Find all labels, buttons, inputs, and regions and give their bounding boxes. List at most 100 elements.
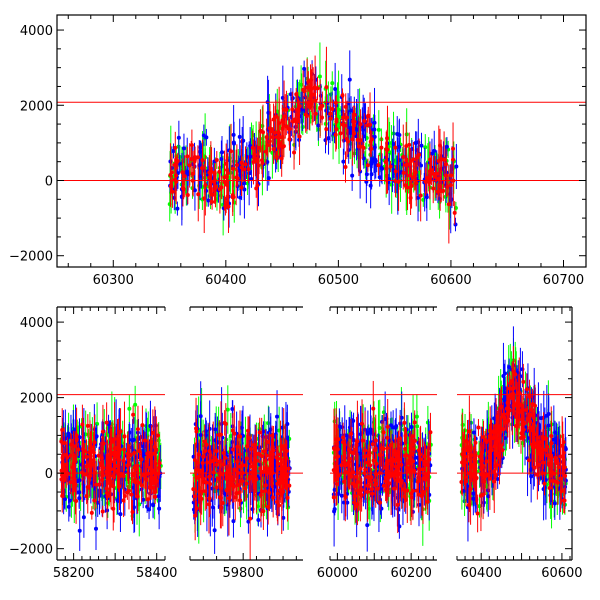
data-point — [141, 444, 146, 449]
data-point — [267, 126, 272, 131]
data-point — [266, 110, 271, 115]
data-point — [390, 457, 395, 462]
data-point — [436, 158, 441, 163]
data-point — [234, 163, 239, 168]
data-point — [241, 138, 246, 143]
data-point — [132, 450, 137, 455]
data-point — [196, 192, 201, 197]
data-point — [66, 504, 71, 509]
data-point — [405, 488, 410, 493]
data-point — [285, 422, 290, 427]
data-point — [373, 448, 378, 453]
data-point — [81, 515, 86, 520]
data-point — [365, 523, 370, 528]
data-point — [407, 142, 412, 147]
data-point — [258, 493, 263, 498]
data-point — [278, 452, 283, 457]
data-point — [217, 432, 222, 437]
data-point — [358, 491, 363, 496]
data-point — [257, 430, 262, 435]
data-point — [220, 150, 225, 155]
data-point — [91, 462, 96, 467]
data-point — [411, 175, 416, 180]
data-point — [271, 146, 276, 151]
data-point — [232, 431, 237, 436]
data-point — [97, 482, 102, 487]
data-point — [338, 131, 343, 136]
data-point — [118, 429, 123, 434]
data-point — [60, 493, 65, 498]
data-point — [277, 503, 282, 508]
data-point — [254, 186, 259, 191]
data-point — [153, 494, 158, 499]
data-point — [196, 474, 201, 479]
data-point — [340, 425, 345, 430]
data-point — [409, 491, 414, 496]
data-point — [256, 451, 261, 456]
data-point — [414, 488, 419, 493]
data-point — [168, 173, 173, 178]
data-point — [313, 111, 318, 116]
data-point — [372, 120, 377, 125]
data-point — [122, 434, 127, 439]
data-point — [59, 468, 64, 473]
data-point — [231, 166, 236, 171]
data-point — [420, 467, 425, 472]
y-tick-label: 0 — [45, 174, 53, 189]
data-point — [108, 437, 113, 442]
data-point — [208, 185, 213, 190]
data-point — [152, 451, 157, 456]
data-point — [379, 145, 384, 150]
data-point — [131, 471, 136, 476]
data-point — [261, 429, 266, 434]
data-point — [248, 459, 253, 464]
data-point — [256, 163, 261, 168]
data-point — [316, 123, 321, 128]
data-point — [368, 183, 373, 188]
data-point — [92, 498, 97, 503]
data-point — [247, 476, 252, 481]
data-point — [254, 458, 259, 463]
data-point — [156, 494, 161, 499]
data-point — [234, 468, 239, 473]
data-point — [449, 173, 454, 178]
data-point — [441, 188, 446, 193]
data-point — [343, 494, 348, 499]
data-point — [253, 478, 258, 483]
data-point — [260, 130, 265, 135]
data-point — [368, 478, 373, 483]
data-point — [197, 468, 202, 473]
data-point — [154, 480, 159, 485]
data-point — [202, 439, 207, 444]
data-point — [330, 81, 335, 86]
data-point — [334, 119, 339, 124]
data-point — [434, 171, 439, 176]
data-point — [292, 150, 297, 155]
x-tick-label: 60600 — [430, 273, 471, 288]
data-point — [423, 145, 428, 150]
data-point — [214, 157, 219, 162]
data-point — [118, 512, 123, 517]
data-point — [365, 483, 370, 488]
data-point — [397, 524, 402, 529]
data-point — [153, 461, 158, 466]
data-point — [94, 482, 99, 487]
data-point — [416, 492, 421, 497]
data-point — [125, 463, 130, 468]
data-point — [130, 510, 135, 515]
data-point — [133, 402, 138, 407]
data-point — [248, 154, 253, 159]
data-point — [326, 136, 331, 141]
data-point — [384, 463, 389, 468]
data-point — [251, 159, 256, 164]
data-point — [218, 495, 223, 500]
data-point — [231, 195, 236, 200]
data-point — [243, 162, 248, 167]
data-point — [277, 141, 282, 146]
data-point — [446, 202, 451, 207]
data-point — [121, 458, 126, 463]
data-point — [214, 485, 219, 490]
data-point — [187, 163, 192, 168]
x-tick-label: 59800 — [222, 566, 263, 581]
data-point — [330, 107, 335, 112]
